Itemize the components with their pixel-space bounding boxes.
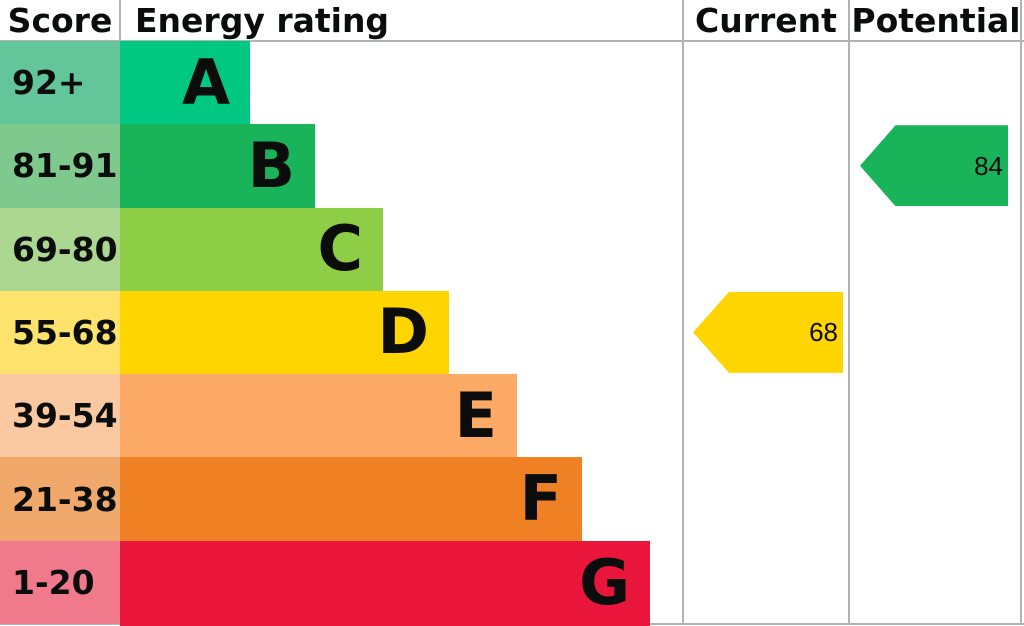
potential-column-divider xyxy=(848,0,850,624)
band-bar: G xyxy=(120,540,650,626)
band-bar: A xyxy=(120,41,250,125)
band-row: 81-91 B xyxy=(0,124,1024,208)
band-letter: G xyxy=(579,546,630,620)
band-score-cell: 69-80 xyxy=(0,207,120,291)
band-score-cell: 92+ xyxy=(0,41,120,125)
band-row: 21-38 F xyxy=(0,457,1024,541)
band-score-cell: 39-54 xyxy=(0,374,120,458)
band-score-label: 55-68 xyxy=(12,312,118,352)
band-letter: C xyxy=(317,212,363,286)
band-bar: E xyxy=(120,374,517,458)
band-letter: F xyxy=(519,462,562,536)
band-bar: B xyxy=(120,124,315,208)
band-bar: F xyxy=(120,457,582,541)
band-letter: D xyxy=(377,295,429,369)
band-row: 1-20 G xyxy=(0,540,1024,626)
band-row: 55-68 D xyxy=(0,290,1024,375)
band-rows: 92+ A 81-91 B 69-80 C 55-68 xyxy=(0,41,1024,626)
score-column-header: Score xyxy=(7,1,113,40)
current-rating-value: 68 xyxy=(809,317,838,348)
band-score-cell: 1-20 xyxy=(0,540,120,624)
band-score-label: 39-54 xyxy=(12,396,118,436)
current-column-header: Current xyxy=(695,1,837,40)
band-score-cell: 21-38 xyxy=(0,457,120,541)
potential-column-header: Potential xyxy=(851,1,1021,40)
band-letter: B xyxy=(247,128,295,202)
band-score-label: 69-80 xyxy=(12,229,118,269)
band-bar: D xyxy=(120,290,449,375)
band-score-cell: 55-68 xyxy=(0,290,120,375)
band-row: 39-54 E xyxy=(0,374,1024,458)
current-rating-arrow: 68 xyxy=(693,291,843,373)
band-letter: A xyxy=(182,45,230,119)
header-underline xyxy=(0,40,1024,42)
band-score-label: 92+ xyxy=(12,63,86,103)
band-row: 69-80 C xyxy=(0,207,1024,291)
band-score-label: 1-20 xyxy=(12,562,95,602)
band-score-label: 21-38 xyxy=(12,479,118,519)
energy-rating-column-header: Energy rating xyxy=(135,1,390,40)
potential-rating-value: 84 xyxy=(974,150,1003,181)
band-row: 92+ A xyxy=(0,41,1024,125)
band-bar: C xyxy=(120,207,383,291)
band-score-label: 81-91 xyxy=(12,146,118,186)
band-letter: E xyxy=(454,378,497,452)
current-column-divider xyxy=(682,0,684,624)
band-score-cell: 81-91 xyxy=(0,124,120,208)
potential-rating-arrow: 84 xyxy=(860,125,1008,207)
right-border-line xyxy=(1020,0,1022,624)
header-score-divider xyxy=(119,0,121,40)
